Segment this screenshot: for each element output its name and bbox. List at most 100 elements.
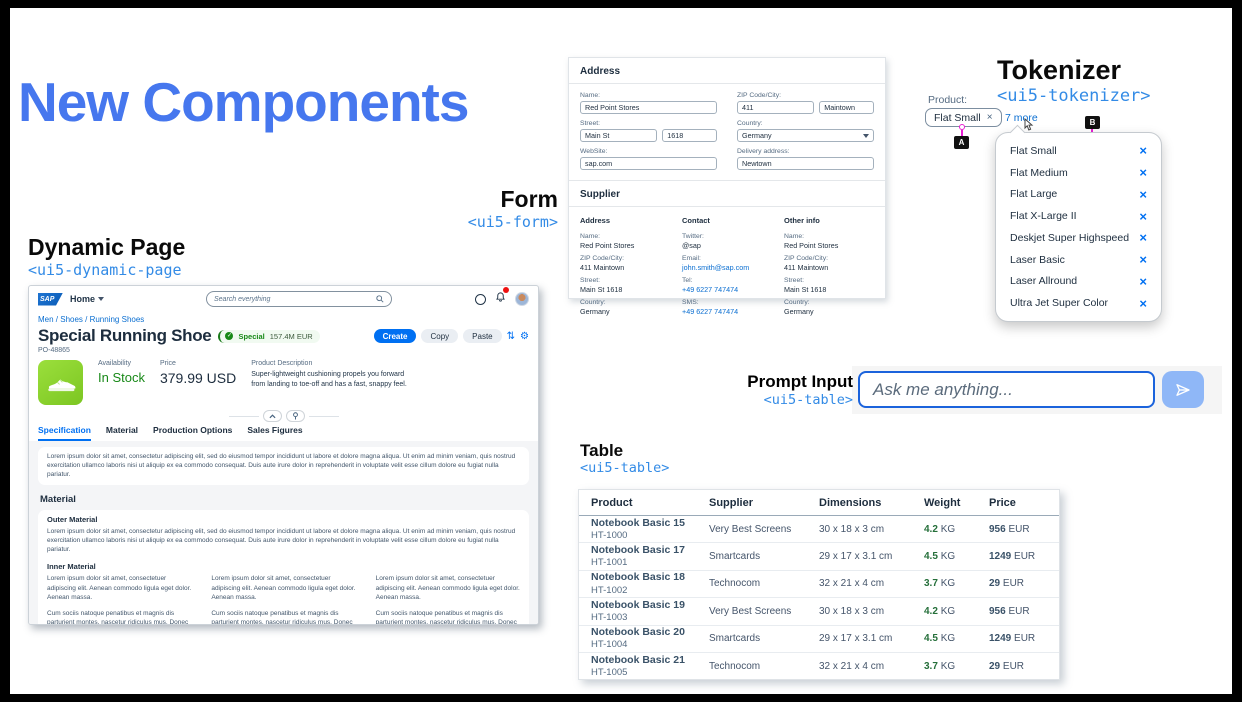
tel-link[interactable]: +49 6227 747474 (682, 285, 739, 294)
form-preview: Address Name: Red Point Stores ZIP Code/… (568, 57, 886, 316)
dynamic-page-heading: Dynamic Page (28, 234, 186, 260)
product-id: HT-1005 (591, 667, 628, 679)
breadcrumb[interactable]: Men / Shoes / Running Shoes (38, 315, 145, 324)
city-input[interactable]: Maintown (819, 101, 874, 114)
token-list-item[interactable]: Flat Small × (996, 143, 1161, 158)
email-link[interactable]: john.smith@sap.com (682, 263, 750, 272)
supplier-field-label: Tel: (682, 277, 693, 284)
dynamic-page-preview: SAP Home Search everything Men / Shoes /… (28, 285, 539, 625)
home-menu[interactable]: Home (70, 294, 105, 304)
supplier-field-label: Street: (784, 277, 805, 284)
zip-input[interactable]: 411 (737, 101, 815, 114)
close-icon[interactable]: × (1139, 165, 1147, 181)
table-row[interactable]: Notebook Basic 19 HT-1003 Very Best Scree… (579, 598, 1059, 626)
token-list-item[interactable]: Ultra Jet Super Color × (996, 296, 1161, 311)
notifications-button[interactable] (495, 287, 509, 308)
sms-link[interactable]: +49 6227 747474 (682, 307, 739, 316)
paper-plane-icon (1176, 383, 1190, 396)
avatar[interactable] (515, 292, 529, 306)
product-id: HT-1000 (591, 529, 628, 541)
tab-specification[interactable]: Specification (38, 425, 91, 441)
close-icon[interactable]: × (1139, 295, 1147, 311)
close-icon[interactable]: × (1139, 186, 1147, 202)
token-list-item[interactable]: Flat Medium × (996, 165, 1161, 180)
price-currency: EUR (1002, 578, 1025, 590)
price-currency: EUR (1008, 605, 1030, 617)
supplier-field-label: Country: (580, 299, 606, 306)
column-supplier[interactable]: Supplier (709, 496, 754, 509)
tab-sales-figures[interactable]: Sales Figures (247, 425, 303, 435)
product-name: Notebook Basic 19 (591, 598, 685, 611)
weight-unit: KG (940, 551, 956, 563)
delivery-label: Delivery address: (737, 148, 790, 155)
close-icon[interactable]: × (986, 112, 993, 123)
supplier-col-header: Contact (682, 216, 710, 225)
website-input[interactable]: sap.com (580, 157, 717, 170)
outer-material-text: Lorem ipsum dolor sit amet, consectetur … (47, 527, 516, 554)
close-icon[interactable]: × (1139, 273, 1147, 289)
supplier-col-header: Other info (784, 216, 820, 225)
shell-assistant-icon[interactable] (475, 293, 486, 305)
price-value: 29 (989, 578, 1001, 590)
supplier-field-label: SMS: (682, 299, 699, 306)
token-list-item[interactable]: Flat Large × (996, 187, 1161, 202)
availability-value: In Stock (98, 370, 145, 385)
table-row[interactable]: Notebook Basic 21 HT-1005 Technocom 32 x … (579, 653, 1059, 680)
table-row[interactable]: Notebook Basic 18 HT-1002 Technocom 32 x … (579, 571, 1059, 599)
close-icon[interactable]: × (1139, 143, 1147, 159)
supplier-field-value: Main St 1618 (580, 285, 623, 294)
token-item-label: Flat Small (1010, 144, 1057, 157)
send-button[interactable] (1162, 371, 1204, 408)
name-input[interactable]: Red Point Stores (580, 101, 717, 114)
create-button[interactable]: Create (373, 329, 417, 343)
column-weight[interactable]: Weight (924, 496, 961, 509)
column-dimensions[interactable]: Dimensions (819, 496, 882, 509)
field-country: Country: Germany (737, 120, 874, 142)
slide-title: New Components (18, 71, 469, 133)
supplier-field-value: Red Point Stores (580, 241, 635, 250)
prompt-input-field[interactable]: Ask me anything... (858, 371, 1155, 408)
tab-production-options[interactable]: Production Options (153, 425, 233, 435)
country-label: Country: (737, 120, 763, 127)
token-list-item[interactable]: Deskjet Super Highspeed × (996, 230, 1161, 245)
weight-value: 4.2 (924, 523, 938, 535)
inner-material-columns: Lorem ipsum dolor sit amet, consectetuer… (47, 574, 520, 624)
token-list-item[interactable]: Laser Allround × (996, 274, 1161, 289)
delivery-input[interactable]: Newtown (737, 157, 874, 170)
close-icon[interactable]: × (1139, 208, 1147, 224)
column-product[interactable]: Product (591, 496, 633, 509)
bell-icon (496, 292, 505, 302)
n-more-link[interactable]: 7 more (1005, 112, 1038, 124)
sort-icon[interactable]: ⇅ (506, 330, 516, 342)
availability-label: Availability (98, 360, 131, 367)
close-icon[interactable]: × (1139, 252, 1147, 268)
table-row[interactable]: Notebook Basic 15 HT-1000 Very Best Scree… (579, 516, 1059, 544)
country-select[interactable]: Germany (737, 129, 874, 142)
supplier-field-value: Germany (784, 307, 814, 316)
tokenizer-popup: Flat Small × Flat Medium × Flat Large × Fla… (995, 132, 1162, 322)
weight-unit: KG (940, 578, 956, 590)
close-icon[interactable]: × (1139, 230, 1147, 246)
token-list-item[interactable]: Laser Basic × (996, 252, 1161, 267)
collapse-header-button[interactable] (262, 410, 282, 422)
availability-column: Availability In Stock (98, 360, 145, 405)
copy-button[interactable]: Copy (421, 329, 459, 343)
tab-material[interactable]: Material (105, 425, 139, 435)
pin-header-button[interactable] (285, 410, 305, 422)
gear-icon[interactable]: ⚙ (520, 330, 529, 342)
price-currency: EUR (1014, 633, 1036, 645)
supplier-field-label: Twitter: (682, 233, 704, 240)
chevron-down-icon (863, 133, 869, 138)
search-input[interactable]: Search everything (206, 291, 392, 307)
inner-material-col-2: Lorem ipsum dolor sit amet, consectetuer… (211, 574, 355, 624)
paste-button[interactable]: Paste (463, 329, 502, 343)
token-list-item[interactable]: Flat X-Large II × (996, 209, 1161, 224)
table-row[interactable]: Notebook Basic 20 HT-1004 Smartcards 29 x… (579, 626, 1059, 653)
street-input[interactable]: Main St (580, 129, 658, 142)
form-tag: <ui5-form> (467, 213, 558, 231)
street-number-input[interactable]: 1618 (662, 129, 717, 142)
product-name: Notebook Basic 20 (591, 626, 685, 639)
status-badge: ✓ Special 157.4M EUR (218, 329, 320, 343)
table-row[interactable]: Notebook Basic 17 HT-1001 Smartcards 29 x… (579, 543, 1059, 571)
column-price[interactable]: Price (989, 496, 1016, 509)
